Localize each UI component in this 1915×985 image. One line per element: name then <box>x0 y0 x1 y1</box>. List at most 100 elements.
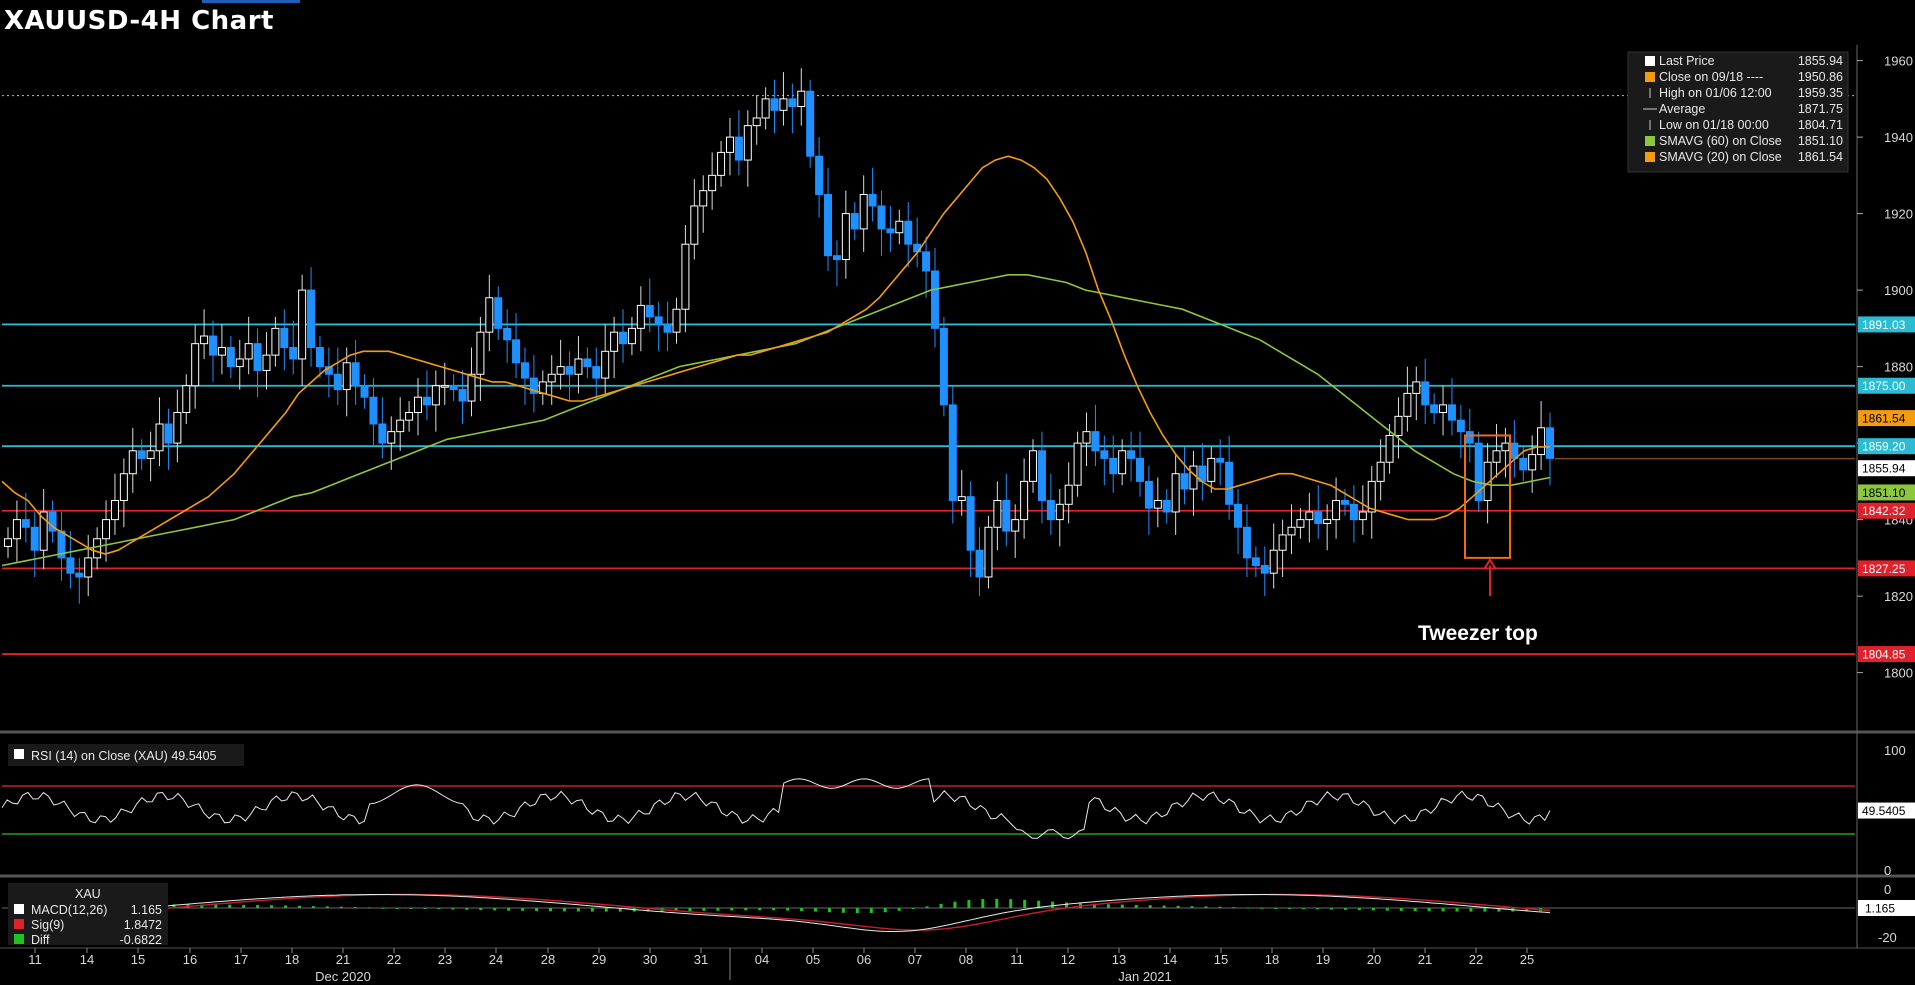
candle-up <box>1269 549 1278 574</box>
candle-up <box>743 125 752 161</box>
candle-down <box>494 297 503 329</box>
macd-hist-bar <box>1399 908 1403 911</box>
candle-down <box>209 335 218 356</box>
candle-up <box>681 243 690 310</box>
candle-up <box>895 220 904 234</box>
candle-down <box>1314 511 1323 524</box>
level-badge-bg <box>1858 560 1915 577</box>
macd-hist-bar <box>604 908 608 912</box>
candle-down <box>886 228 895 234</box>
candle-up <box>1207 457 1216 482</box>
candle-down <box>1510 442 1519 459</box>
candle-down <box>503 327 512 341</box>
candle-down <box>815 155 824 195</box>
x-tick-label: 21 <box>1418 952 1432 967</box>
candle-down <box>948 404 957 501</box>
macd-hist-bar <box>967 900 971 908</box>
candle-down <box>307 289 316 348</box>
macd-hist-bar <box>465 908 469 910</box>
macd-hist-bar <box>576 908 580 912</box>
level-badge: 1875.00 <box>1862 379 1906 393</box>
macd-hist-bar <box>242 904 246 908</box>
macd-tick-label: -20 <box>1878 930 1897 945</box>
candle-down <box>1046 499 1055 521</box>
x-tick-label: 19 <box>1316 952 1330 967</box>
sma60-badge-bg <box>1858 484 1915 501</box>
macd-hist-bar <box>744 908 748 911</box>
macd-hist-bar <box>688 908 692 912</box>
candle-up <box>1483 461 1492 501</box>
candle-down <box>592 366 601 379</box>
macd-row-value: 1.165 <box>131 903 162 917</box>
legend-label: Last Price <box>1659 54 1715 68</box>
candle-down <box>824 193 833 257</box>
macd-hist-bar <box>1037 900 1041 908</box>
candle-up <box>440 385 449 388</box>
macd-hist-bar <box>1148 905 1152 908</box>
rsi-label: RSI (14) on Close (XAU) 49.5405 <box>31 749 217 763</box>
macd-hist-bar <box>493 908 497 911</box>
candle-down <box>975 549 984 578</box>
macd-hist-bar <box>270 905 274 908</box>
level-badge: 1891.03 <box>1862 318 1906 332</box>
candle-down <box>529 377 538 394</box>
candle-down <box>1002 499 1011 532</box>
candle-down <box>1546 427 1554 459</box>
candle-down <box>770 98 779 111</box>
macd-row-label: MACD(12,26) <box>31 903 107 917</box>
candle-up <box>1394 415 1403 436</box>
legend-label: Low on 01/18 00:00 <box>1659 118 1769 132</box>
macd-hist-bar <box>1176 905 1180 908</box>
candle-up <box>841 213 850 261</box>
x-tick-label: 17 <box>234 952 248 967</box>
candle-down <box>930 270 939 329</box>
macd-hist-bar <box>1288 908 1292 909</box>
legend-marker <box>1645 72 1655 82</box>
candle-up <box>672 308 681 333</box>
legend-value: 1804.71 <box>1798 118 1843 132</box>
candle-up <box>752 117 761 127</box>
candle-up <box>342 362 351 391</box>
candle-down <box>1349 503 1358 521</box>
level-badge-bg <box>1858 438 1915 455</box>
candle-down <box>877 205 886 230</box>
candle-down <box>1216 457 1225 463</box>
candle-down <box>422 396 431 406</box>
candle-up <box>146 450 155 459</box>
legend-value: 1950.86 <box>1798 70 1843 84</box>
macd-hist-bar <box>200 904 204 908</box>
level-badge: 1842.32 <box>1862 504 1906 518</box>
candle-up <box>414 396 423 414</box>
candle-down <box>30 526 39 551</box>
candle-down <box>1456 419 1465 433</box>
candle-down <box>360 385 369 398</box>
legend-value: 1959.35 <box>1798 86 1843 100</box>
candle-up <box>405 412 414 421</box>
x-tick-label: 16 <box>183 952 197 967</box>
macd-hist-bar <box>1497 908 1501 912</box>
candle-down <box>806 90 815 157</box>
macd-hist-bar <box>911 908 915 909</box>
candle-down <box>226 346 235 368</box>
x-tick-label: 14 <box>1163 952 1177 967</box>
macd-signal-line <box>159 893 1551 931</box>
x-tick-label: 04 <box>755 952 769 967</box>
legend-value: 1861.54 <box>1798 150 1843 164</box>
x-tick-label: 14 <box>80 952 94 967</box>
macd-hist-bar <box>1120 904 1124 908</box>
candle-up <box>1376 461 1385 482</box>
candle-up <box>182 385 191 414</box>
active-tab-indicator[interactable] <box>202 0 300 3</box>
macd-hist-bar <box>479 908 483 911</box>
candle-up <box>1358 511 1367 521</box>
candle-down <box>1242 526 1251 559</box>
last-price-badge: 1855.94 <box>1862 462 1906 476</box>
candle-up <box>39 511 48 551</box>
candle-down <box>1340 499 1349 505</box>
macd-hist-bar <box>1385 908 1389 911</box>
level-badge-bg <box>1858 502 1915 519</box>
candle-down <box>966 496 975 551</box>
macd-hist-bar <box>284 905 288 908</box>
macd-hist-bar <box>883 908 887 913</box>
